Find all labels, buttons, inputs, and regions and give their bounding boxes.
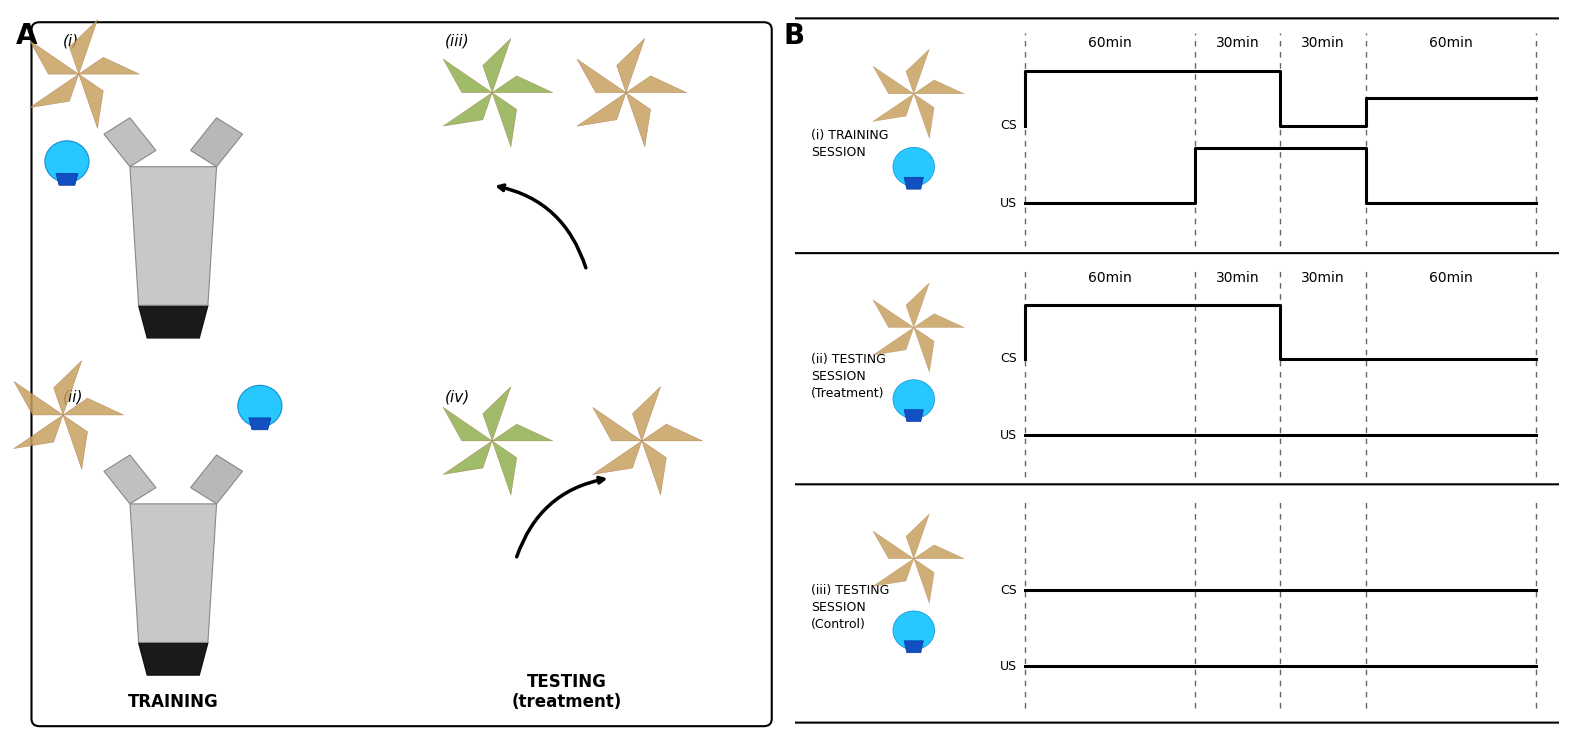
Polygon shape [643, 424, 702, 441]
Circle shape [44, 141, 88, 182]
Polygon shape [906, 514, 929, 559]
Text: (iv): (iv) [444, 389, 471, 404]
FancyBboxPatch shape [788, 485, 1567, 722]
Polygon shape [14, 415, 63, 448]
Polygon shape [576, 93, 627, 126]
Polygon shape [57, 173, 79, 185]
Polygon shape [69, 20, 98, 74]
Text: CS: CS [1000, 583, 1017, 597]
Text: 30min: 30min [1301, 36, 1345, 50]
Polygon shape [443, 93, 491, 126]
Polygon shape [491, 93, 517, 147]
Polygon shape [443, 441, 491, 474]
Polygon shape [79, 74, 104, 128]
Polygon shape [191, 455, 243, 504]
Text: B: B [784, 22, 805, 50]
Polygon shape [443, 408, 491, 441]
Polygon shape [491, 424, 553, 441]
Circle shape [893, 611, 934, 650]
Polygon shape [873, 300, 913, 328]
Text: 60min: 60min [1429, 36, 1473, 50]
Polygon shape [104, 455, 156, 504]
Text: (i) TRAINING
SESSION: (i) TRAINING SESSION [811, 129, 888, 159]
Polygon shape [443, 59, 491, 93]
Polygon shape [617, 39, 644, 93]
Polygon shape [14, 382, 63, 415]
Polygon shape [906, 283, 929, 328]
Text: (iii) TESTING
SESSION
(Control): (iii) TESTING SESSION (Control) [811, 585, 888, 631]
Polygon shape [913, 94, 934, 139]
Text: TESTING
(treatment): TESTING (treatment) [512, 673, 622, 711]
Polygon shape [627, 93, 650, 147]
Polygon shape [30, 41, 79, 74]
Polygon shape [139, 642, 208, 675]
Polygon shape [906, 49, 929, 94]
Polygon shape [873, 328, 913, 355]
Text: CS: CS [1000, 352, 1017, 365]
Text: 30min: 30min [1301, 271, 1345, 285]
Text: (ii) TESTING
SESSION
(Treatment): (ii) TESTING SESSION (Treatment) [811, 353, 885, 400]
FancyBboxPatch shape [788, 19, 1567, 260]
Text: 60min: 60min [1088, 271, 1132, 285]
Polygon shape [873, 559, 913, 586]
Polygon shape [873, 94, 913, 122]
Polygon shape [63, 415, 88, 469]
Polygon shape [63, 398, 123, 415]
Polygon shape [129, 504, 217, 642]
Text: US: US [1000, 659, 1017, 673]
Polygon shape [484, 387, 510, 441]
Polygon shape [913, 559, 934, 603]
Polygon shape [191, 118, 243, 167]
Text: US: US [1000, 428, 1017, 442]
Polygon shape [491, 76, 553, 93]
Polygon shape [30, 74, 79, 107]
Polygon shape [491, 441, 517, 495]
Polygon shape [643, 441, 666, 495]
Polygon shape [54, 361, 82, 415]
Text: 30min: 30min [1216, 36, 1260, 50]
Polygon shape [873, 66, 913, 94]
Text: 60min: 60min [1429, 271, 1473, 285]
Polygon shape [484, 39, 510, 93]
FancyBboxPatch shape [788, 253, 1567, 491]
Text: (iii): (iii) [444, 33, 469, 48]
Polygon shape [104, 118, 156, 167]
Text: CS: CS [1000, 119, 1017, 132]
Polygon shape [633, 387, 660, 441]
Circle shape [893, 379, 934, 419]
Polygon shape [129, 167, 217, 305]
Polygon shape [576, 59, 627, 93]
Text: US: US [1000, 196, 1017, 210]
Polygon shape [139, 305, 208, 338]
Polygon shape [592, 408, 643, 441]
Polygon shape [249, 418, 271, 430]
Text: TRAINING: TRAINING [128, 694, 219, 711]
Text: 60min: 60min [1088, 36, 1132, 50]
Circle shape [893, 147, 934, 186]
Polygon shape [592, 441, 643, 474]
FancyBboxPatch shape [32, 22, 772, 726]
Text: (i): (i) [63, 33, 79, 48]
Polygon shape [913, 328, 934, 372]
Circle shape [238, 385, 282, 427]
Polygon shape [904, 177, 923, 189]
Text: 30min: 30min [1216, 271, 1260, 285]
Polygon shape [913, 80, 964, 94]
Polygon shape [873, 531, 913, 559]
Polygon shape [913, 545, 964, 559]
Text: (ii): (ii) [63, 389, 83, 404]
Polygon shape [79, 57, 139, 74]
Polygon shape [904, 410, 923, 422]
Polygon shape [913, 313, 964, 328]
Text: A: A [16, 22, 38, 50]
Polygon shape [904, 641, 923, 653]
Polygon shape [627, 76, 687, 93]
